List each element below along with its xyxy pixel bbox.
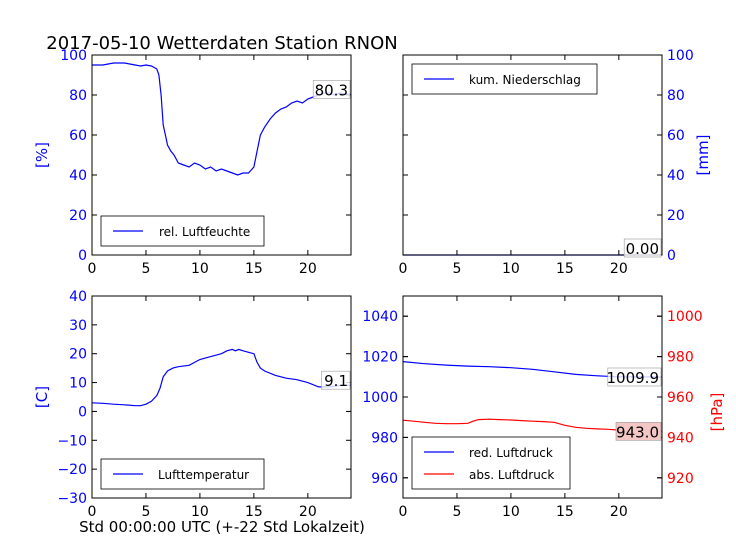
- pressure-ytick-label: 960: [371, 471, 398, 487]
- humidity-xtick-label: 5: [141, 261, 150, 277]
- temperature-y-axis-label: [C]: [33, 386, 51, 408]
- temperature-ytick-label: −10: [57, 433, 87, 449]
- humidity-ytick-label: 0: [78, 248, 87, 264]
- pressure-ytick-label: 1000: [362, 390, 398, 406]
- humidity-plot-frame: [91, 54, 352, 256]
- humidity-xtick-label: 20: [299, 261, 317, 277]
- humidity-xtick-label: 10: [191, 261, 209, 277]
- temperature-xtick-label: 10: [191, 504, 209, 520]
- pressure-ytick-label: 1000: [667, 309, 703, 325]
- precipitation-xtick-label: 0: [399, 261, 408, 277]
- humidity-current-value-box: [312, 80, 351, 99]
- pressure-ytick-label: 940: [667, 430, 694, 446]
- temperature-ytick-label: 40: [69, 289, 87, 305]
- precipitation-xtick-label: 20: [610, 261, 628, 277]
- humidity-xtick-label: 0: [88, 261, 97, 277]
- pressure-xtick-label: 0: [399, 504, 408, 520]
- temperature-plot-frame: [91, 295, 352, 499]
- temperature-ytick-label: 30: [69, 318, 87, 334]
- pressure-current-value: 1009.9: [607, 369, 660, 387]
- precipitation-y-axis-label: [mm]: [694, 135, 712, 176]
- humidity-legend-label: rel. Luftfeuchte: [159, 225, 250, 239]
- precipitation-ytick-label: 0: [667, 248, 676, 264]
- precipitation-current-value-box: [623, 238, 662, 258]
- precipitation-ytick-label: 60: [667, 128, 685, 144]
- pressure-y-axis-label: [hPa]: [708, 393, 726, 432]
- temperature-legend-label: Lufttemperatur: [158, 468, 249, 482]
- precipitation-ytick-label: 40: [667, 168, 685, 184]
- pressure-ytick-label: 1020: [362, 350, 398, 366]
- pressure-legend-box: [411, 436, 571, 490]
- precipitation-ytick-label: 20: [667, 208, 685, 224]
- temperature-current-value-box: [321, 370, 351, 390]
- pressure-ytick-label: 960: [667, 390, 694, 406]
- temperature-ytick-label: 10: [69, 376, 87, 392]
- precipitation-legend-label: kum. Niederschlag: [469, 73, 581, 87]
- humidity-xtick-label: 15: [245, 261, 263, 277]
- humidity-ytick-label: 40: [69, 168, 87, 184]
- pressure-ytick-label: 920: [667, 471, 694, 487]
- humidity-current-value: 80.3: [315, 81, 348, 99]
- humidity-ytick-label: 60: [69, 128, 87, 144]
- precipitation-ytick-label: 100: [667, 48, 694, 64]
- humidity-series-line: [92, 62, 352, 176]
- pressure-xtick-label: 20: [610, 504, 628, 520]
- humidity-y-axis-label: [%]: [33, 142, 51, 168]
- pressure-ytick-label: 980: [371, 430, 398, 446]
- temperature-xtick-label: 20: [299, 504, 317, 520]
- precipitation-plot-frame: [402, 54, 663, 256]
- temperature-ytick-label: −20: [57, 462, 87, 478]
- temperature-current-value: 9.1: [324, 372, 348, 390]
- temperature-ytick-label: 0: [78, 404, 87, 420]
- pressure-legend-label: abs. Luftdruck: [469, 468, 554, 482]
- precipitation-xtick-label: 15: [556, 261, 574, 277]
- humidity-ytick-label: 100: [60, 48, 87, 64]
- chart-title: 2017-05-10 Wetterdaten Station RNON: [46, 33, 397, 54]
- pressure-current-value-box: [607, 367, 662, 387]
- pressure-current-value: 943.0: [616, 423, 659, 441]
- temperature-xtick-label: 5: [141, 504, 150, 520]
- pressure-ytick-label: 1040: [362, 309, 398, 325]
- humidity-ytick-label: 20: [69, 208, 87, 224]
- humidity-ytick-label: 80: [69, 88, 87, 104]
- pressure-xtick-label: 15: [556, 504, 574, 520]
- x-axis-label: Std 00:00:00 UTC (+-22 Std Lokalzeit): [79, 518, 365, 536]
- pressure-xtick-label: 5: [452, 504, 461, 520]
- precipitation-current-value: 0.00: [626, 240, 659, 258]
- pressure-xtick-label: 10: [502, 504, 520, 520]
- temperature-series-line: [91, 348, 352, 407]
- temperature-xtick-label: 15: [245, 504, 263, 520]
- temperature-ytick-label: −30: [57, 491, 87, 507]
- temperature-xtick-label: 0: [88, 504, 97, 520]
- pressure-legend-label: red. Luftdruck: [469, 446, 553, 460]
- pressure-current-value-box: [615, 422, 662, 441]
- precipitation-xtick-label: 5: [452, 261, 461, 277]
- precipitation-xtick-label: 10: [502, 261, 520, 277]
- precipitation-ytick-label: 80: [667, 88, 685, 104]
- pressure-ytick-label: 980: [667, 350, 694, 366]
- temperature-ytick-label: 20: [69, 347, 87, 363]
